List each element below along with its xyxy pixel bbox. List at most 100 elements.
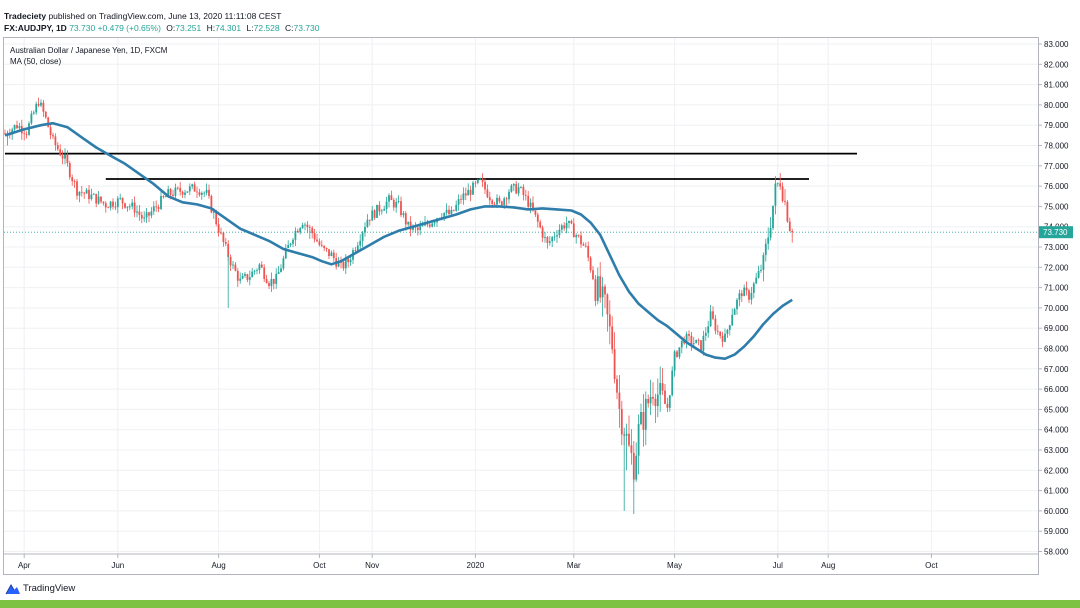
candle-body xyxy=(311,227,314,234)
candle-body xyxy=(184,192,186,195)
candle-body xyxy=(637,424,640,456)
candle-body xyxy=(527,195,530,207)
candle-body xyxy=(472,182,474,195)
candle-body xyxy=(736,299,738,310)
x-tick-label: Jun xyxy=(111,561,124,570)
candle-body xyxy=(126,206,129,208)
candle-body xyxy=(457,199,460,205)
candle-body xyxy=(522,186,525,196)
candle-body xyxy=(344,258,347,269)
candle-body xyxy=(776,183,779,185)
author-name[interactable]: Tradeciety xyxy=(4,11,47,21)
open-value: 73.251 xyxy=(175,23,202,33)
candle-body xyxy=(488,197,491,201)
candle-body xyxy=(277,272,280,274)
candle-body xyxy=(282,258,285,269)
candle-body xyxy=(78,191,81,196)
candle-body xyxy=(582,244,585,246)
candle-body xyxy=(740,293,743,297)
candle-body xyxy=(656,394,659,407)
candle-body xyxy=(407,221,410,225)
candle-body xyxy=(116,198,119,208)
candle-body xyxy=(702,335,705,351)
candle-body xyxy=(179,187,182,192)
candle-body xyxy=(685,334,688,344)
candle-body xyxy=(760,269,762,272)
publisher-line: Tradeciety published on TradingView.com,… xyxy=(4,11,281,21)
candle-body xyxy=(88,189,90,200)
candle-body xyxy=(4,133,6,135)
candle-body xyxy=(13,125,16,130)
candle-body xyxy=(616,379,618,393)
candle-body xyxy=(481,178,484,182)
candle-body xyxy=(246,274,249,280)
candle-body xyxy=(500,201,503,206)
symbol-label[interactable]: FX:AUDJPY, 1D xyxy=(4,23,67,33)
candle-body xyxy=(133,202,136,213)
y-tick-label: 69.000 xyxy=(1044,324,1069,333)
y-tick-label: 65.000 xyxy=(1044,405,1069,414)
candle-body xyxy=(44,111,47,118)
time-axis: Apr Jun Aug Oct Nov 2020 Mar May Jul Aug Oct xyxy=(4,553,1038,570)
y-tick-label: 76.000 xyxy=(1044,182,1069,191)
candle-body xyxy=(263,267,266,279)
tradingview-logo-icon[interactable] xyxy=(5,582,21,596)
candle-body xyxy=(244,274,246,276)
x-tick-label: Oct xyxy=(925,561,938,570)
candle-body xyxy=(560,225,563,230)
candle-body xyxy=(42,102,45,112)
candle-body xyxy=(35,103,38,113)
candle-body xyxy=(304,224,306,226)
candle-body xyxy=(25,134,28,135)
candle-body xyxy=(272,278,275,284)
tradingview-brand[interactable]: TradingView xyxy=(23,583,76,594)
candle-body xyxy=(462,193,465,200)
x-tick-label: Oct xyxy=(313,561,326,570)
candle-body xyxy=(724,333,726,342)
candle-body xyxy=(558,229,561,236)
chart-pane[interactable] xyxy=(3,37,1039,575)
candle-body xyxy=(551,237,554,242)
candle-body xyxy=(239,278,242,281)
instrument-title[interactable]: Australian Dollar / Japanese Yen, 1D, FX… xyxy=(10,46,168,55)
candle-body xyxy=(392,199,395,208)
candle-body xyxy=(647,398,650,404)
candle-body xyxy=(157,207,160,209)
candle-body xyxy=(652,396,654,399)
candle-body xyxy=(580,235,582,245)
candle-body xyxy=(217,224,220,233)
y-tick-label: 80.000 xyxy=(1044,101,1069,110)
x-tick-label: Aug xyxy=(211,561,225,570)
candle-body xyxy=(575,235,578,238)
candle-body xyxy=(474,182,477,184)
candle-body xyxy=(349,259,352,263)
y-tick-label: 71.000 xyxy=(1044,284,1069,293)
candle-body xyxy=(73,181,76,182)
candle-body xyxy=(402,213,405,216)
candle-body xyxy=(160,196,162,209)
footer: TradingView xyxy=(0,578,1080,600)
candle-body xyxy=(380,210,383,212)
candle-body xyxy=(587,246,590,258)
candle-body xyxy=(92,193,95,195)
indicator-title[interactable]: MA (50, close) xyxy=(10,57,62,66)
candle-body xyxy=(40,102,42,106)
candle-body xyxy=(198,192,201,195)
candle-body xyxy=(268,282,270,287)
candle-body xyxy=(524,195,527,196)
candle-body xyxy=(640,411,642,425)
candle-body xyxy=(764,243,767,255)
candle-body xyxy=(128,206,131,208)
candle-body xyxy=(191,184,194,187)
candle-body xyxy=(680,340,683,348)
candle-body xyxy=(707,326,710,333)
candle-body xyxy=(61,155,64,159)
candle-body xyxy=(772,205,774,229)
candle-body xyxy=(452,209,455,211)
candle-body xyxy=(224,241,227,244)
candle-body xyxy=(529,202,532,207)
candle-body xyxy=(536,214,539,222)
candle-body xyxy=(205,189,208,193)
candle-body xyxy=(503,198,506,206)
